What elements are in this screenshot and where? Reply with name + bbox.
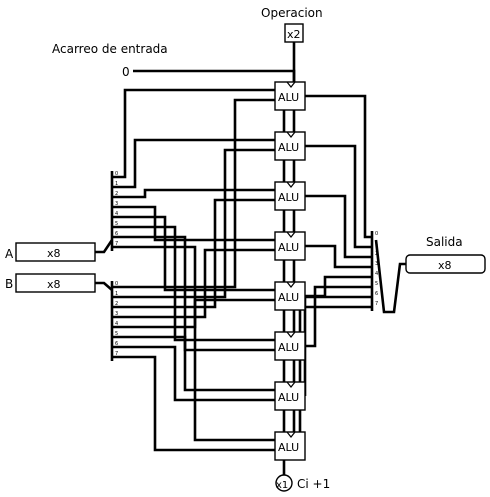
a-bit-wire xyxy=(112,138,275,189)
operation-width: x2 xyxy=(287,28,301,41)
alu-notch xyxy=(286,81,296,88)
output-label: Salida xyxy=(426,235,463,249)
output-bit-wire xyxy=(305,194,372,259)
splitter-bit-label: 6 xyxy=(115,231,118,237)
input-b-bus-wire xyxy=(95,281,113,291)
output-bus-wire xyxy=(374,239,406,314)
input-b-width: x8 xyxy=(47,278,61,291)
output-bit-wire xyxy=(305,144,372,249)
carry-in-constant: 0 xyxy=(122,65,130,79)
a-bit-wire xyxy=(112,235,275,392)
output-splitter: 0 1 2 3 4 5 6 7 xyxy=(370,231,378,311)
alu-label: ALU xyxy=(278,341,299,354)
alu-block: ALU xyxy=(274,431,306,461)
b-bit-wire xyxy=(112,248,275,319)
splitter-bit-label: 6 xyxy=(375,291,378,297)
splitter-bit-label: 4 xyxy=(115,321,118,327)
splitter-bit-label: 2 xyxy=(115,191,118,197)
a-bit-wire xyxy=(112,88,275,179)
splitter-bit-label: 5 xyxy=(115,331,118,337)
output-bit-wire xyxy=(298,305,372,448)
splitter-bit-label: 5 xyxy=(115,221,118,227)
a-bit-wire xyxy=(112,225,275,342)
splitter-bit-label: 1 xyxy=(115,291,118,297)
alu-label: ALU xyxy=(278,391,299,404)
input-a-width: x8 xyxy=(47,247,61,260)
input-a-splitter: 0 1 2 3 4 5 6 7 xyxy=(110,171,118,251)
alu-block: ALU xyxy=(274,231,306,261)
alu-notch xyxy=(286,231,296,238)
bus-splitters: 0 1 2 3 4 5 6 7 0 1 2 3 4 5 6 7 0 1 2 3 4 5 6 7 xyxy=(110,171,378,361)
splitter-bit-label: 7 xyxy=(115,241,118,247)
input-a-bus-wire xyxy=(95,239,114,254)
splitter-bit-label: 0 xyxy=(115,281,118,287)
b-bit-wire xyxy=(112,148,275,299)
a-bit-wire xyxy=(112,245,275,442)
alu-notch xyxy=(286,381,296,388)
b-bit-wire xyxy=(112,298,275,329)
alu-chain: ALU ALU ALU ALU ALU ALU ALU ALU xyxy=(274,81,306,461)
alu-notch xyxy=(286,331,296,338)
output-bit-wire xyxy=(305,244,372,269)
carry-in-wire xyxy=(133,69,296,85)
splitter-bit-label: 5 xyxy=(375,281,378,287)
a-bit-wire xyxy=(112,205,275,242)
alu-notch xyxy=(286,131,296,138)
splitter-bit-label: 6 xyxy=(115,341,118,347)
wire-layer xyxy=(95,42,406,475)
alu-label: ALU xyxy=(278,141,299,154)
alu-label: ALU xyxy=(278,241,299,254)
b-bit-wire xyxy=(112,198,275,309)
splitter-bit-label: 0 xyxy=(375,231,378,237)
alu-block: ALU xyxy=(274,131,306,161)
output-bit-wire xyxy=(305,94,372,239)
a-bit-wire xyxy=(112,215,275,292)
splitter-bit-label: 2 xyxy=(375,251,378,257)
b-bit-wire xyxy=(112,98,275,289)
alu-body xyxy=(274,231,306,261)
b-bit-wire xyxy=(112,345,275,402)
alu-block: ALU xyxy=(274,331,306,361)
a-bit-wire xyxy=(112,188,275,199)
splitter-bit-label: 2 xyxy=(115,301,118,307)
output-width: x8 xyxy=(438,259,452,272)
alu-notch xyxy=(286,181,296,188)
splitter-bit-label: 7 xyxy=(115,351,118,357)
alu-notch xyxy=(286,431,296,438)
input-a-label: A xyxy=(5,247,14,261)
alu-block: ALU xyxy=(274,81,306,111)
alu-label: ALU xyxy=(278,191,299,204)
splitter-bit-label: 1 xyxy=(115,181,118,187)
alu-body xyxy=(274,281,306,311)
splitter-bit-label: 1 xyxy=(375,241,378,247)
b-bit-wire xyxy=(112,355,275,452)
alu-notch xyxy=(286,281,296,288)
carry-out-width: x1 xyxy=(276,480,288,491)
alu-block: ALU xyxy=(274,281,306,311)
splitter-bit-label: 4 xyxy=(115,211,118,217)
carry-out-label: Ci +1 xyxy=(297,477,330,491)
input-b-label: B xyxy=(5,277,13,291)
alu-block: ALU xyxy=(274,381,306,411)
input-b-splitter: 0 1 2 3 4 5 6 7 xyxy=(110,281,118,361)
operation-label: Operacion xyxy=(261,6,323,20)
carry-in-label: Acarreo de entrada xyxy=(52,42,168,56)
splitter-bit-label: 3 xyxy=(115,311,118,317)
splitter-bit-label: 3 xyxy=(375,261,378,267)
splitter-bit-label: 0 xyxy=(115,171,118,177)
alu-label: ALU xyxy=(278,91,299,104)
splitter-bit-label: 4 xyxy=(375,271,378,277)
alu-block: ALU xyxy=(274,181,306,211)
splitter-bit-label: 7 xyxy=(375,301,378,307)
alu-label: ALU xyxy=(278,291,299,304)
output-bit-wire xyxy=(305,285,372,348)
alu-label: ALU xyxy=(278,441,299,454)
splitter-bit-label: 3 xyxy=(115,201,118,207)
